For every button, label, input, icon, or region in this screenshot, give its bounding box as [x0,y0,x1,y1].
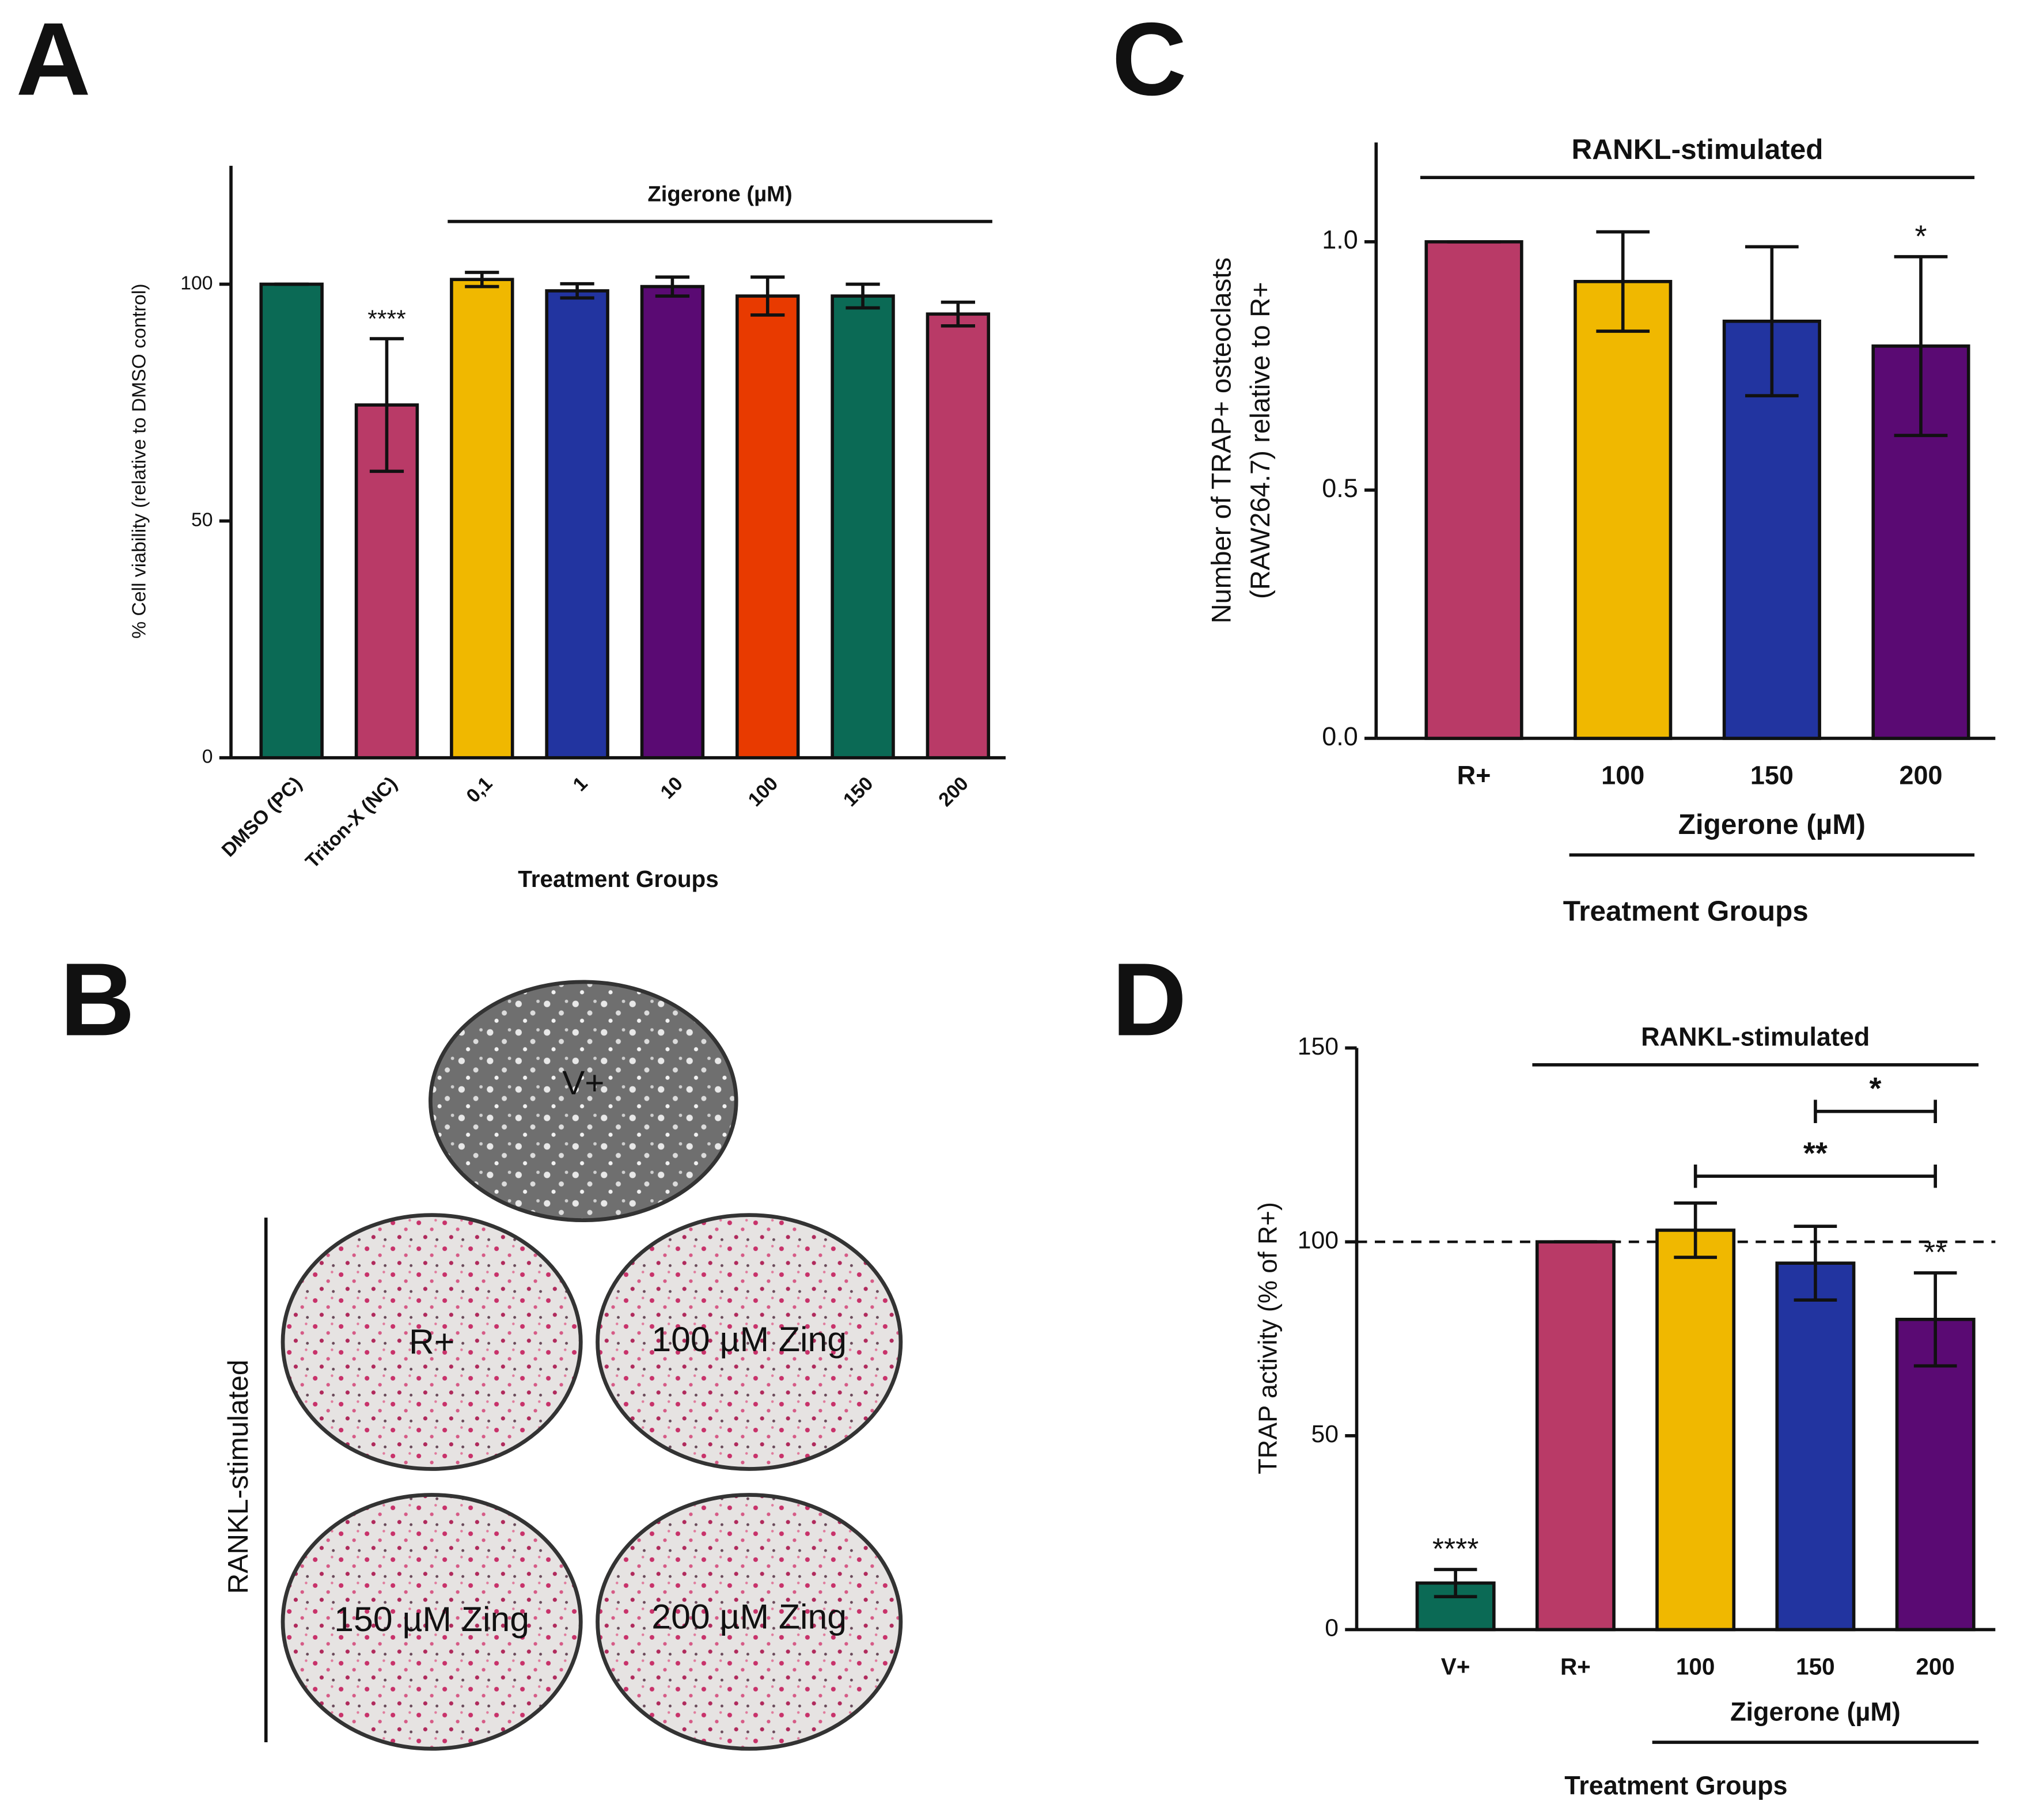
x-tick-label: R+ [1457,760,1491,790]
x-tick-label: 0,1 [462,772,496,807]
panel-label: D [1112,942,1186,1057]
x-tick-label: Triton-X (NC) [301,772,401,873]
y-tick-label: 0.0 [1322,722,1358,751]
well [596,1213,903,1471]
x-tick-label: 150 [1796,1654,1835,1680]
y-axis-label: % Cell viability (relative to DMSO contr… [128,283,150,638]
well [596,1493,903,1751]
y-tick-label: 100 [180,272,213,294]
x-tick-label: 200 [1916,1654,1955,1680]
group-label: Zigerone (µM) [1730,1697,1901,1726]
y-tick-label: 1.0 [1322,225,1358,255]
y-tick-label: 50 [191,509,213,530]
y-tick-label: 150 [1298,1033,1339,1060]
bar [1775,1261,1856,1632]
x-tick-label: 100 [1601,760,1644,790]
group-label: RANKL-stimulated [1572,134,1824,165]
y-tick-label: 0 [1325,1614,1339,1642]
bar [926,312,991,760]
x-axis-label: Treatment Groups [518,866,719,892]
bar [450,278,514,760]
significance: ** [1924,1235,1947,1269]
bar [1535,1240,1616,1632]
bar [1655,1228,1736,1632]
x-tick-label: 10 [656,772,687,803]
x-tick-label: V+ [1441,1654,1470,1680]
panel-b: B V+ R+ 100 µM Zing 150 µM Zing 200 µM Z… [60,942,903,1751]
significance: **** [1432,1532,1479,1565]
x-tick-label: 1 [568,772,592,795]
bar [1574,279,1673,740]
x-axis-label: Treatment Groups [1563,896,1809,927]
bar [1424,240,1523,740]
y-tick-label: 100 [1298,1226,1339,1254]
y-axis-label: TRAP activity (% of R+) [1253,1202,1283,1474]
well-label: 100 µM Zing [651,1320,847,1359]
x-axis-label: Treatment Groups [1564,1771,1787,1800]
y-tick-label: 0.5 [1322,473,1358,503]
well [280,1213,583,1471]
y-axis-label: (RAW264.7) relative to R+ [1245,282,1276,599]
bar [259,282,324,760]
x-tick-label: 100 [1676,1654,1715,1680]
x-tick-label: R+ [1560,1654,1591,1680]
panel-label: B [60,942,135,1057]
bar [736,294,800,760]
panel-label: A [16,1,91,117]
well-label: 150 µM Zing [334,1599,529,1639]
bar [831,294,895,760]
comparison-label: ** [1803,1136,1828,1170]
y-axis-label: Number of TRAP+ osteoclasts [1206,257,1237,624]
x-tick-label: 100 [744,772,783,811]
significance: **** [367,305,406,333]
group-label: Zigerone (µM) [647,182,792,207]
x-tick-label: 150 [839,772,878,811]
well-label: V+ [562,1064,604,1102]
well [429,980,738,1223]
x-tick-label: 150 [1750,760,1794,790]
significance: * [1915,219,1927,253]
well-label: 200 µM Zing [651,1597,847,1636]
well-label: R+ [409,1322,454,1362]
well [280,1493,583,1751]
group-label: Zigerone (µM) [1678,809,1866,840]
bar [545,289,609,760]
x-tick-label: 200 [934,772,973,811]
y-tick-label: 50 [1311,1420,1339,1448]
y-tick-label: 0 [202,746,213,768]
x-tick-label: 200 [1899,760,1942,790]
side-label: RANKL-stimulated [222,1360,254,1594]
x-tick-label: DMSO (PC) [218,772,306,861]
group-label: RANKL-stimulated [1641,1022,1870,1052]
bar [640,285,705,760]
panel-label: C [1112,1,1186,117]
comparison-label: * [1870,1071,1882,1106]
